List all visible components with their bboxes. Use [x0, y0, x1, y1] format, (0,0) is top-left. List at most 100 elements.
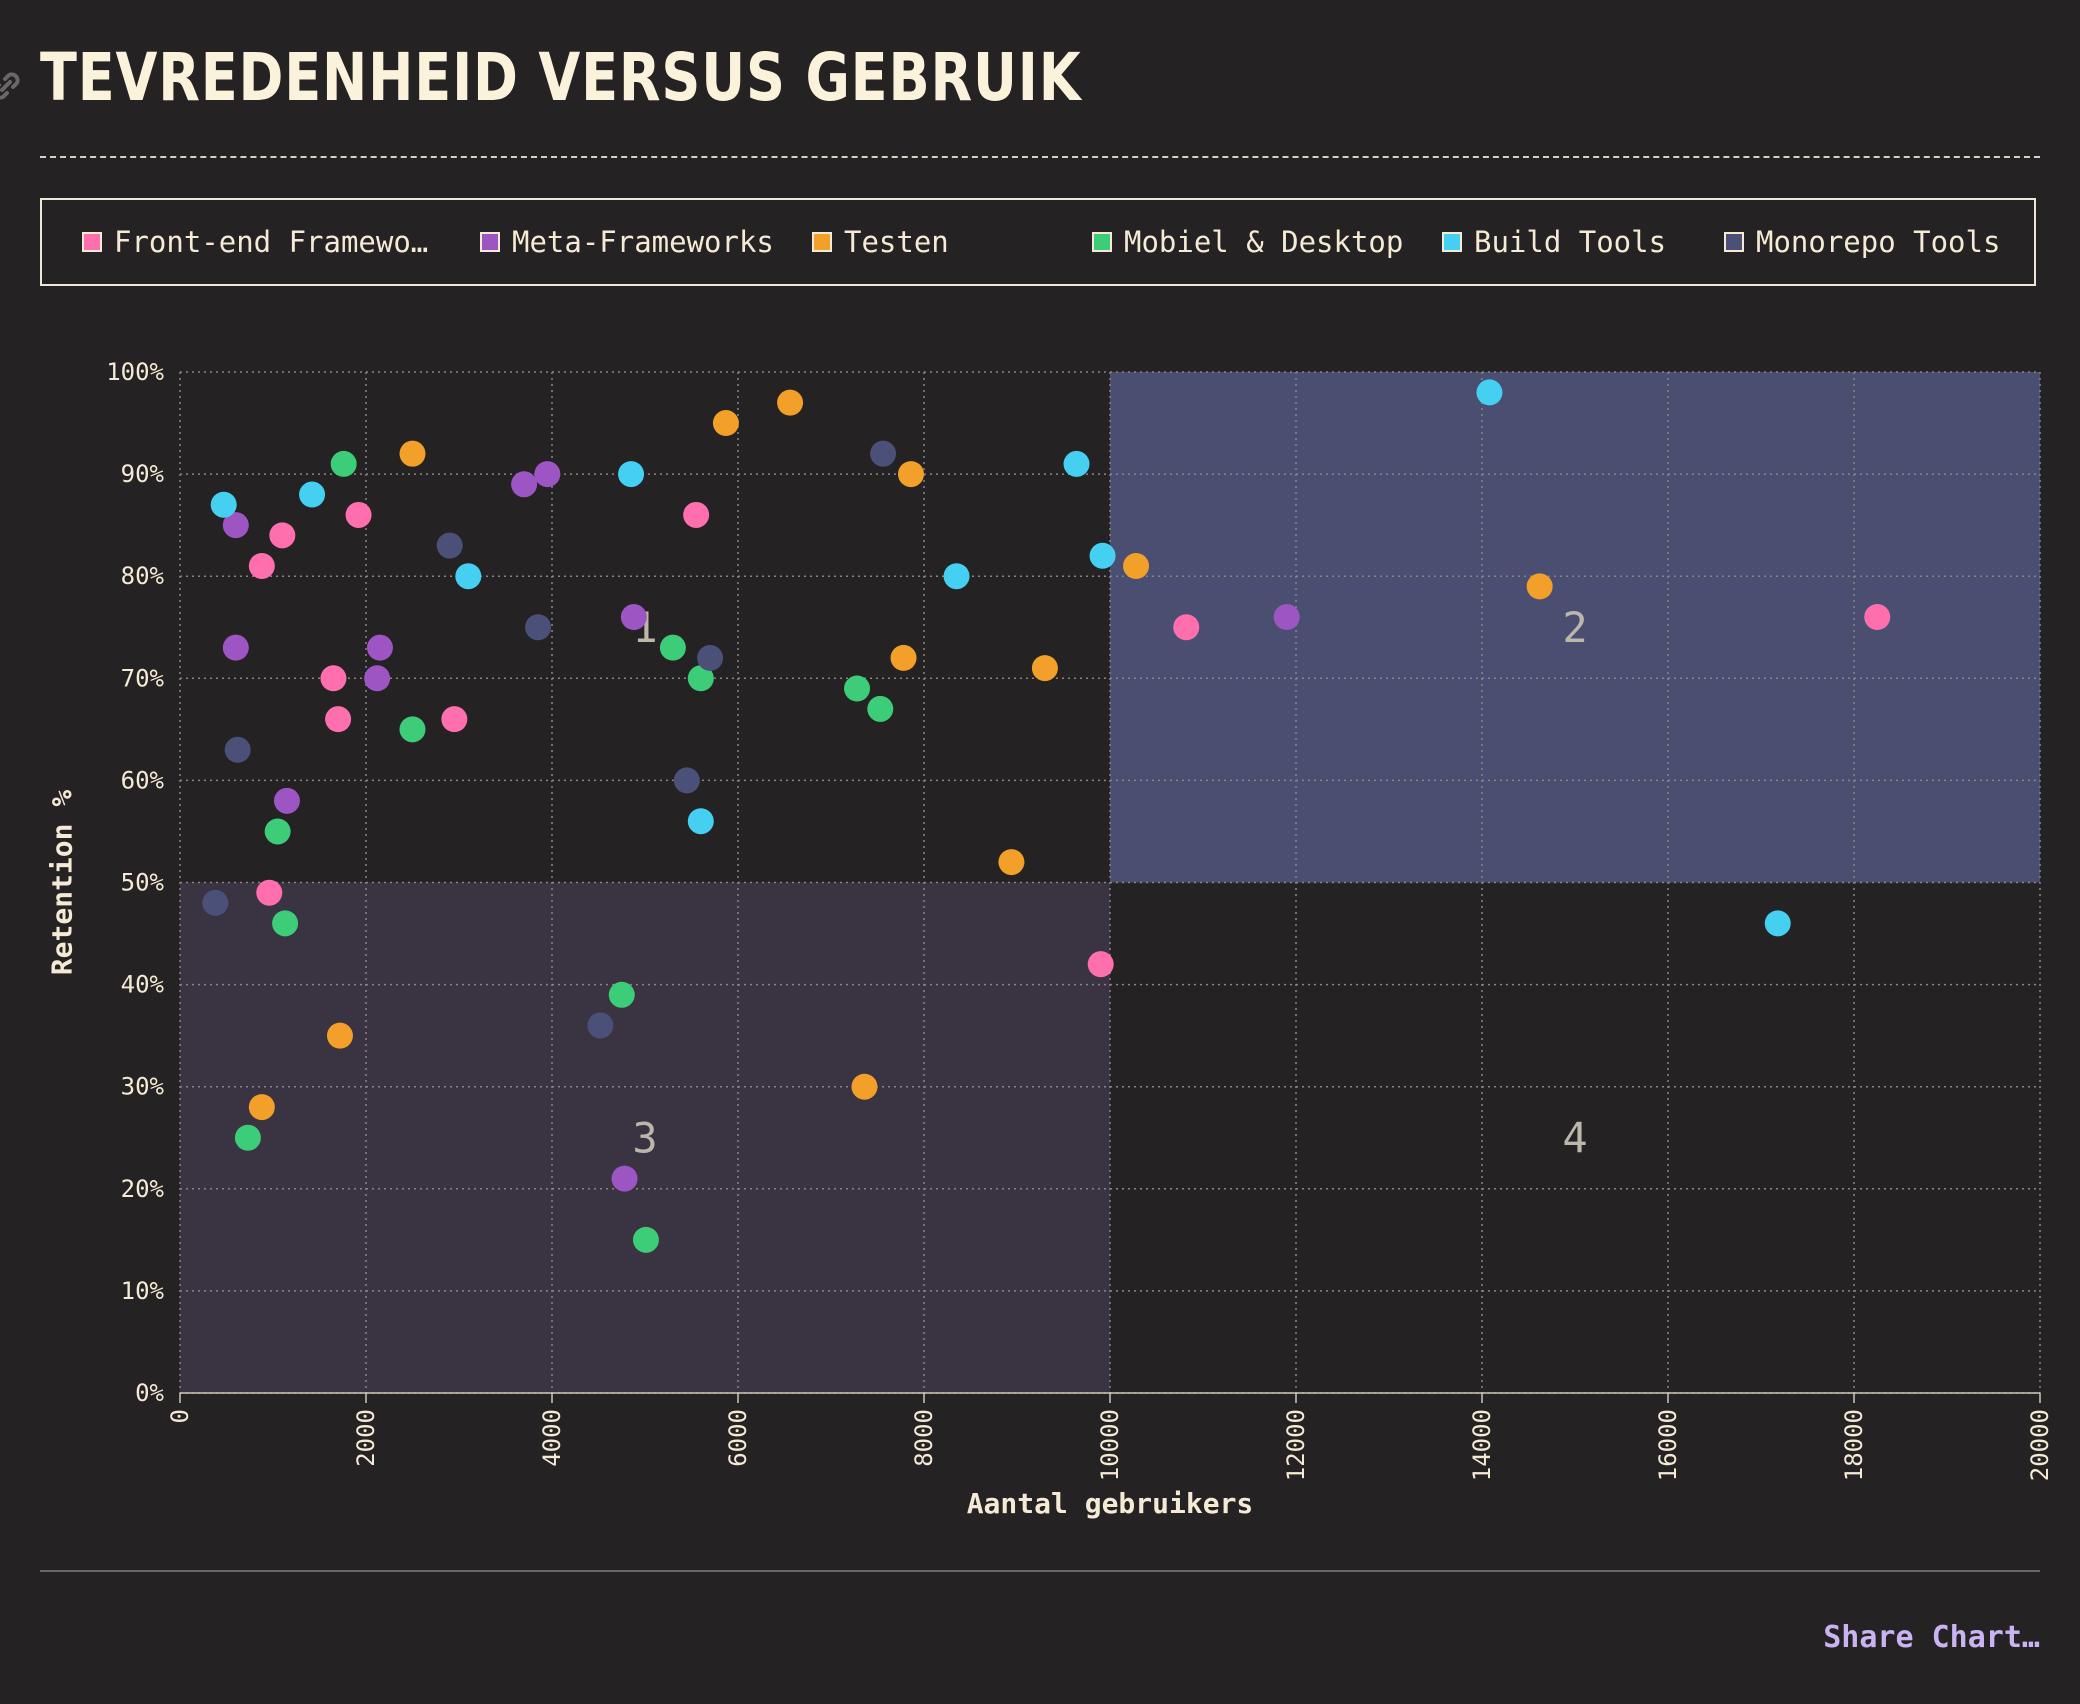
- data-point-series-0[interactable]: [1087, 951, 1114, 978]
- data-point-series-0[interactable]: [269, 522, 296, 549]
- legend-label-monorepo-tools: Monorepo Tools: [1756, 225, 2001, 259]
- data-point-series-3[interactable]: [608, 981, 635, 1008]
- legend-item-mobiel-desktop[interactable]: Mobiel & Desktop: [1092, 200, 1403, 284]
- chart-legend: Front-end Framewo… Meta-Frameworks Teste…: [40, 198, 2036, 286]
- data-point-series-0[interactable]: [345, 501, 372, 528]
- data-point-series-4[interactable]: [1764, 910, 1791, 937]
- data-point-series-2[interactable]: [712, 410, 739, 437]
- data-point-series-2[interactable]: [1123, 552, 1150, 579]
- data-point-series-4[interactable]: [687, 808, 714, 835]
- data-point-series-2[interactable]: [897, 461, 924, 488]
- y-tick-label: 0%: [135, 1379, 164, 1407]
- data-point-series-2[interactable]: [851, 1073, 878, 1100]
- data-point-series-0[interactable]: [441, 706, 468, 733]
- legend-item-meta-frameworks[interactable]: Meta-Frameworks: [480, 200, 774, 284]
- legend-item-testen[interactable]: Testen: [812, 200, 949, 284]
- link-icon[interactable]: [0, 66, 26, 106]
- data-point-series-1[interactable]: [222, 634, 249, 661]
- data-point-series-3[interactable]: [632, 1226, 659, 1253]
- data-point-series-4[interactable]: [943, 563, 970, 590]
- data-point-series-5[interactable]: [697, 644, 724, 671]
- footer-divider: [40, 1570, 2040, 1572]
- data-point-series-0[interactable]: [1864, 604, 1891, 631]
- data-point-series-1[interactable]: [222, 512, 249, 539]
- data-point-series-5[interactable]: [202, 889, 229, 916]
- data-point-series-1[interactable]: [366, 634, 393, 661]
- data-point-series-3[interactable]: [264, 818, 291, 845]
- data-point-series-0[interactable]: [325, 706, 352, 733]
- data-point-series-1[interactable]: [1273, 604, 1300, 631]
- quadrant-label-2: 2: [1562, 603, 1587, 652]
- legend-item-frontend[interactable]: Front-end Framewo…: [82, 200, 428, 284]
- x-tick-label: 16000: [1654, 1409, 1682, 1481]
- data-point-series-5[interactable]: [870, 440, 897, 467]
- data-point-series-1[interactable]: [620, 604, 647, 631]
- data-point-series-4[interactable]: [1476, 379, 1503, 406]
- legend-label-meta-frameworks: Meta-Frameworks: [512, 225, 774, 259]
- data-point-series-2[interactable]: [890, 644, 917, 671]
- data-point-series-2[interactable]: [777, 389, 804, 416]
- data-point-series-1[interactable]: [534, 461, 561, 488]
- share-chart-button[interactable]: Share Chart…: [1823, 1620, 2040, 1655]
- legend-item-build-tools[interactable]: Build Tools: [1442, 200, 1666, 284]
- data-point-series-2[interactable]: [1031, 655, 1058, 682]
- data-point-series-0[interactable]: [683, 501, 710, 528]
- data-point-series-0[interactable]: [256, 879, 283, 906]
- y-tick-label: 70%: [121, 664, 165, 692]
- y-tick-label: 50%: [121, 869, 165, 897]
- y-tick-label: 90%: [121, 460, 165, 488]
- data-point-series-5[interactable]: [673, 767, 700, 794]
- title-divider: [40, 156, 2040, 158]
- data-point-series-3[interactable]: [399, 716, 426, 743]
- data-point-series-2[interactable]: [326, 1022, 353, 1049]
- scatter-chart: 0 2000 4000 6000 8000 10000 12000 14000 16000 180…: [46, 358, 2055, 1520]
- data-point-series-4[interactable]: [455, 563, 482, 590]
- x-tick-label: 0: [166, 1409, 194, 1423]
- data-point-series-1[interactable]: [364, 665, 391, 692]
- x-tick-label: 6000: [724, 1409, 752, 1467]
- legend-swatch-mobiel-desktop: [1092, 232, 1112, 252]
- data-point-series-5[interactable]: [224, 736, 251, 763]
- data-point-series-3[interactable]: [272, 910, 299, 937]
- data-point-series-2[interactable]: [1526, 573, 1553, 600]
- data-point-series-0[interactable]: [248, 552, 275, 579]
- data-point-series-2[interactable]: [399, 440, 426, 467]
- data-point-series-4[interactable]: [1063, 450, 1090, 477]
- data-point-series-3[interactable]: [844, 675, 871, 702]
- data-point-series-2[interactable]: [998, 849, 1025, 876]
- y-axis-title: Retention %: [46, 790, 79, 976]
- data-point-series-3[interactable]: [330, 450, 357, 477]
- data-point-series-4[interactable]: [1089, 542, 1116, 569]
- data-point-series-1[interactable]: [611, 1165, 638, 1192]
- data-point-series-3[interactable]: [659, 634, 686, 661]
- quadrant-label-4: 4: [1562, 1113, 1587, 1162]
- data-point-series-4[interactable]: [210, 491, 237, 518]
- x-tick-label: 12000: [1282, 1409, 1310, 1481]
- y-tick-label: 10%: [121, 1277, 165, 1305]
- data-point-series-5[interactable]: [525, 614, 552, 641]
- data-point-series-3[interactable]: [867, 695, 894, 722]
- data-point-series-1[interactable]: [511, 471, 538, 498]
- x-tick-label: 14000: [1468, 1409, 1496, 1481]
- x-tick-label: 20000: [2026, 1409, 2054, 1481]
- data-point-series-4[interactable]: [618, 461, 645, 488]
- legend-swatch-frontend: [82, 232, 102, 252]
- quadrant-label-3: 3: [632, 1113, 657, 1162]
- data-point-series-2[interactable]: [248, 1094, 275, 1121]
- data-point-series-3[interactable]: [234, 1124, 261, 1151]
- data-point-series-5[interactable]: [436, 532, 463, 559]
- data-point-series-0[interactable]: [1173, 614, 1200, 641]
- legend-swatch-build-tools: [1442, 232, 1462, 252]
- data-point-series-5[interactable]: [587, 1012, 614, 1039]
- data-point-series-4[interactable]: [299, 481, 326, 508]
- data-point-series-3[interactable]: [687, 665, 714, 692]
- y-tick-label: 30%: [121, 1073, 165, 1101]
- x-tick-label: 10000: [1096, 1409, 1124, 1481]
- y-tick-label: 60%: [121, 766, 165, 794]
- data-point-series-0[interactable]: [320, 665, 347, 692]
- legend-item-monorepo-tools[interactable]: Monorepo Tools: [1724, 200, 2000, 284]
- x-tick-label: 8000: [910, 1409, 938, 1467]
- quadrant-3: [180, 882, 1110, 1393]
- page-title: TEVREDENHEID VERSUS GEBRUIK: [40, 39, 1082, 116]
- data-point-series-1[interactable]: [273, 787, 300, 814]
